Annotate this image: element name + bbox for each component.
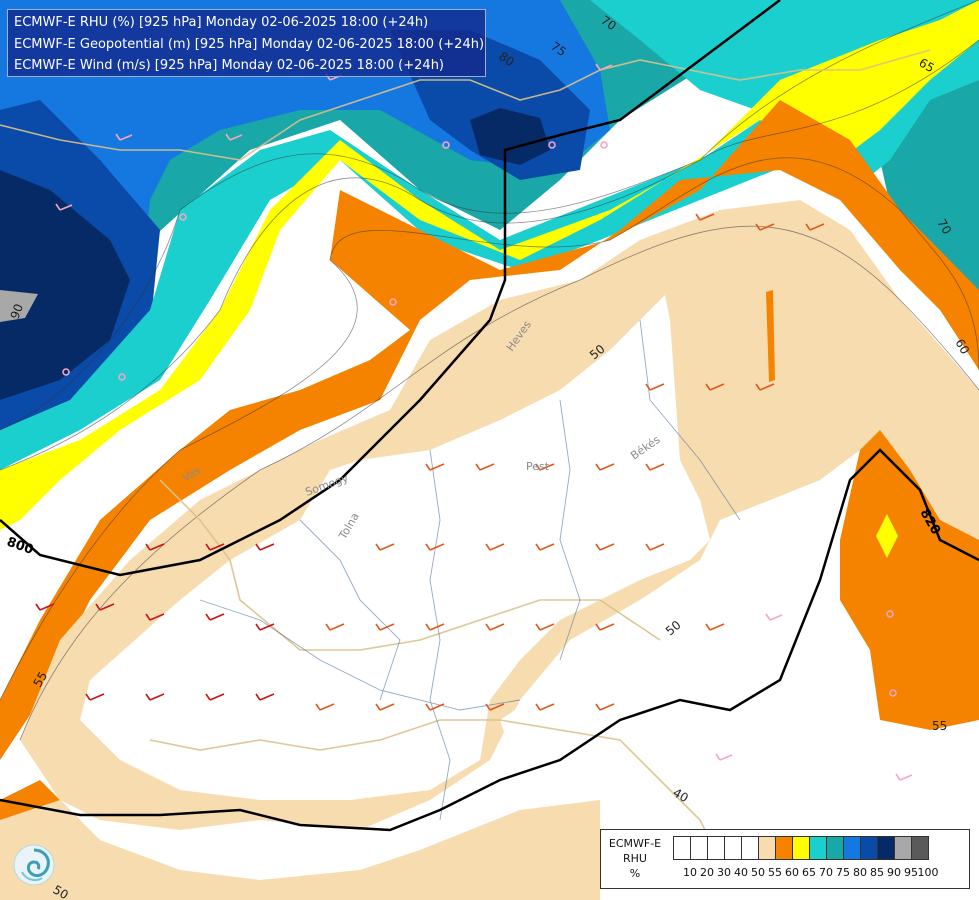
rivers <box>199 319 741 821</box>
rhu-region-90-nw <box>0 170 130 400</box>
geopotential-contours <box>0 0 979 832</box>
legend-tick: 30 <box>717 866 731 879</box>
rhu-region-60-east <box>840 430 979 730</box>
legend-tick: 10 <box>683 866 697 879</box>
legend-tick: 85 <box>870 866 884 879</box>
map-title-box: ECMWF-E RHU (%) [925 hPa] Monday 02-06-2… <box>7 9 486 77</box>
contour-label: 90 <box>8 302 26 321</box>
legend-tick: 100 <box>917 866 939 879</box>
wind-barbs <box>35 63 913 781</box>
rhu-region-95-nw <box>0 290 38 322</box>
legend-tick: 95 <box>904 866 918 879</box>
legend-swatch <box>826 836 844 860</box>
legend-tick: 90 <box>887 866 901 879</box>
legend-swatch <box>843 836 861 860</box>
legend-title: ECMWF-E RHU % <box>605 836 665 881</box>
rhu-region-65-east <box>876 514 898 558</box>
legend-tick: 65 <box>802 866 816 879</box>
legend-tick: 55 <box>768 866 782 879</box>
contour-label: 65 <box>917 55 937 75</box>
legend-swatch <box>758 836 776 860</box>
contour-label: 55 <box>30 669 50 689</box>
rhu-region-70-sw <box>0 40 979 470</box>
legend-swatch <box>673 836 691 860</box>
legend-title-line: ECMWF-E <box>608 837 662 850</box>
legend-swatch <box>911 836 929 860</box>
rhu-region-dry-southeast <box>500 500 979 900</box>
country-borders <box>0 49 931 861</box>
legend-swatch <box>775 836 793 860</box>
contour-label: 50 <box>51 882 71 900</box>
rhu-region-dry-center <box>80 295 710 800</box>
legend-tick: 70 <box>819 866 833 879</box>
rhu-region-90-north <box>470 108 550 165</box>
legend-tick: 80 <box>853 866 867 879</box>
legend-tick-labels: 10 20 30 40 50 55 60 65 70 75 80 85 90 95 100 <box>673 866 969 882</box>
legend-tick: 50 <box>751 866 765 879</box>
legend-swatch <box>860 836 878 860</box>
legend-swatch <box>707 836 725 860</box>
logo-icon <box>13 844 55 886</box>
legend-swatch <box>877 836 895 860</box>
contour-label: 40 <box>671 785 691 805</box>
legend-swatch <box>690 836 708 860</box>
legend-swatch <box>724 836 742 860</box>
title-geopotential: ECMWF-E Geopotential (m) [925 hPa] Monda… <box>14 36 485 52</box>
place-label-pest: Pest <box>526 460 550 473</box>
title-rhu: ECMWF-E RHU (%) [925 hPa] Monday 02-06-2… <box>14 15 429 30</box>
legend-swatch <box>809 836 827 860</box>
contour-label: 70 <box>934 217 954 237</box>
rhu-region-70 <box>590 0 979 140</box>
contour-label: 55 <box>932 719 947 733</box>
legend-color-bar <box>673 836 929 860</box>
rhu-region-65 <box>0 0 979 530</box>
legend-swatch <box>894 836 912 860</box>
legend-tick: 75 <box>836 866 850 879</box>
rhu-contour-labels: 70 75 80 90 65 70 60 50 50 40 55 55 50 <box>8 13 973 900</box>
legend-title-line: % <box>629 867 641 880</box>
rhu-region-60-strip <box>766 290 775 382</box>
legend-tick: 60 <box>785 866 799 879</box>
legend-tick: 40 <box>734 866 748 879</box>
legend-title-line: RHU <box>623 852 647 865</box>
legend-tick: 20 <box>700 866 714 879</box>
title-wind: ECMWF-E Wind (m/s) [925 hPa] Monday 02-0… <box>14 58 445 73</box>
contour-label: 60 <box>952 337 972 357</box>
legend-swatch <box>792 836 810 860</box>
rhu-region-55-south <box>0 800 600 900</box>
rhu-legend: ECMWF-E RHU % 10 20 30 40 50 55 60 65 70 75 80 85 90… <box>600 829 970 889</box>
legend-swatch <box>741 836 759 860</box>
